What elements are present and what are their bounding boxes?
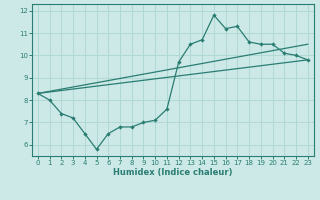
X-axis label: Humidex (Indice chaleur): Humidex (Indice chaleur) bbox=[113, 168, 233, 177]
